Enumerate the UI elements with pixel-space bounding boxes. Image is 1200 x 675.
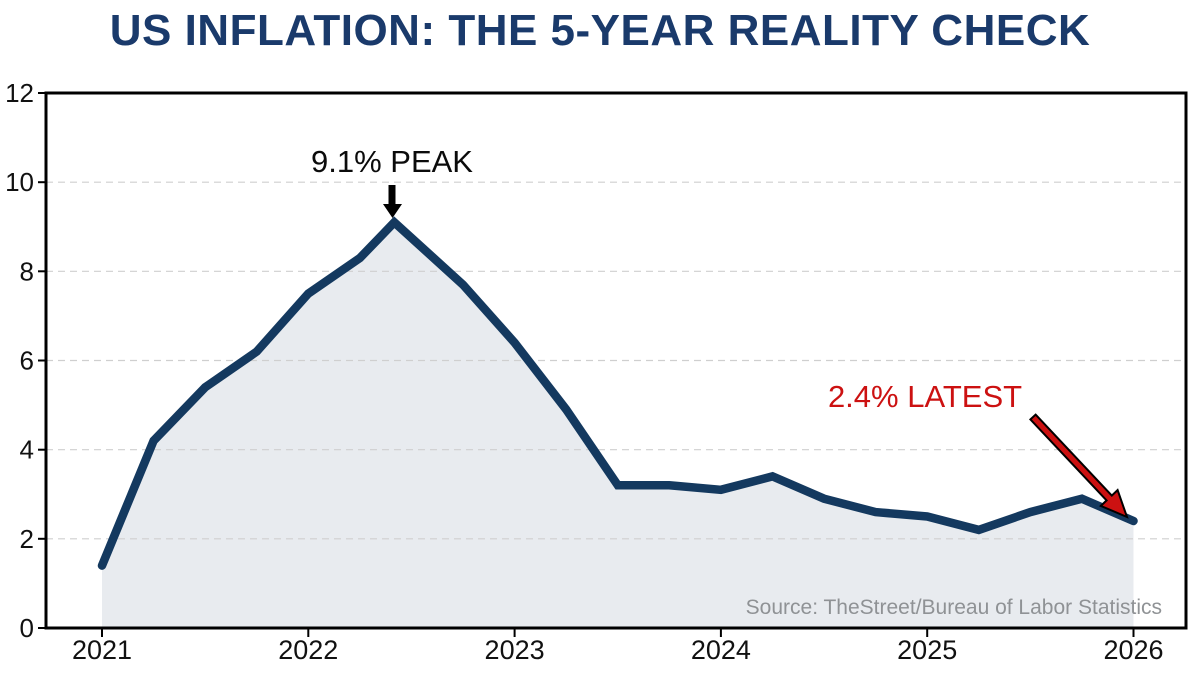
latest-arrow-icon xyxy=(1028,413,1129,519)
x-tick-label: 2025 xyxy=(897,635,957,665)
area-fill xyxy=(102,222,1134,629)
x-tick-label: 2024 xyxy=(691,635,751,665)
y-tick-label: 6 xyxy=(20,346,34,376)
peak-arrow-icon xyxy=(383,185,402,218)
y-tick-label: 4 xyxy=(20,435,34,465)
y-tick-label: 2 xyxy=(20,524,34,554)
peak-annotation-label: 9.1% PEAK xyxy=(311,144,473,179)
y-tick-label: 12 xyxy=(5,78,34,108)
source-credit: Source: TheStreet/Bureau of Labor Statis… xyxy=(745,596,1162,619)
x-tick-label: 2026 xyxy=(1103,635,1163,665)
y-axis: 0 2 4 6 8 10 12 xyxy=(5,78,46,643)
x-axis: 2021 2022 2023 2024 2025 2026 xyxy=(72,628,1164,665)
y-tick-label: 10 xyxy=(5,167,34,197)
y-tick-label: 0 xyxy=(20,613,34,643)
chart-title: US INFLATION: THE 5-YEAR REALITY CHECK xyxy=(109,6,1091,55)
y-tick-label: 8 xyxy=(20,256,34,286)
inflation-line-series xyxy=(97,216,1138,570)
latest-annotation-label: 2.4% LATEST xyxy=(827,379,1023,414)
x-tick-label: 2022 xyxy=(278,635,338,665)
x-tick-label: 2021 xyxy=(72,635,132,665)
gridlines xyxy=(46,181,1186,540)
x-tick-label: 2023 xyxy=(485,635,545,665)
